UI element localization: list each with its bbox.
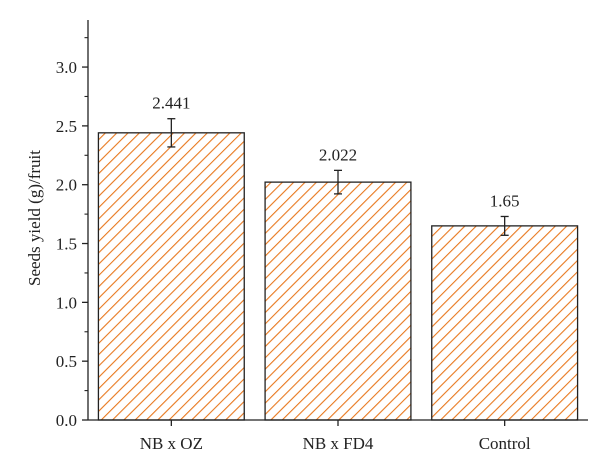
bar-group: 2.441 bbox=[97, 94, 245, 421]
bar bbox=[97, 132, 245, 421]
y-tick-label: 0.0 bbox=[56, 411, 77, 430]
data-label: 2.022 bbox=[319, 145, 357, 164]
error-bar bbox=[334, 169, 342, 195]
axes-layer: 0.0 0.5 1.0 1.5 2.0 2.5 3.0 NB x OZ NB x FD4 Cont… bbox=[56, 20, 588, 453]
x-category-label: NB x FD4 bbox=[303, 434, 374, 453]
y-tick-label: 2.0 bbox=[56, 176, 77, 195]
y-tick-label: 1.5 bbox=[56, 235, 77, 254]
bars-layer: 2.441 2.022 1.65 bbox=[97, 94, 579, 421]
bar bbox=[431, 225, 579, 421]
error-bar bbox=[500, 215, 509, 236]
x-category-label: NB x OZ bbox=[140, 434, 203, 453]
y-tick-label: 3.0 bbox=[56, 58, 77, 77]
data-label: 1.65 bbox=[490, 191, 520, 210]
error-bar bbox=[167, 118, 176, 148]
bar-group: 2.022 bbox=[264, 145, 412, 421]
data-label: 2.441 bbox=[152, 94, 190, 113]
y-tick-label: 2.5 bbox=[56, 117, 77, 136]
bar-group: 1.65 bbox=[431, 191, 579, 421]
bar bbox=[264, 181, 412, 421]
y-tick-label: 0.5 bbox=[56, 352, 77, 371]
y-axis-title: Seeds yield (g)/fruit bbox=[25, 150, 44, 286]
y-tick-label: 1.0 bbox=[56, 293, 77, 312]
x-category-label: Control bbox=[479, 434, 531, 453]
